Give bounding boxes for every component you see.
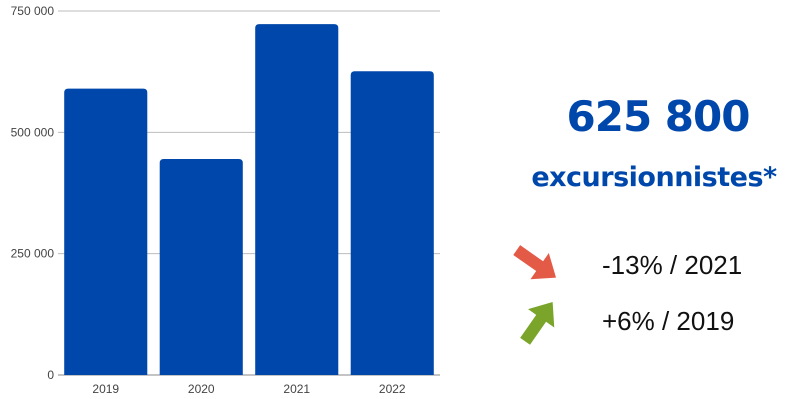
bar-2021	[255, 24, 339, 375]
x-tick-label: 2020	[188, 382, 215, 396]
y-tick-label: 0	[47, 368, 54, 382]
y-axis-ticks: 0 250 000 500 000 750 000	[11, 4, 55, 382]
y-tick-label: 250 000	[11, 247, 55, 261]
bar-2020	[159, 159, 243, 375]
x-tick-label: 2022	[379, 382, 406, 396]
arrow-down-right-icon	[513, 245, 557, 280]
comparison-2021: -13% / 2021	[510, 240, 780, 290]
total-visitors-label: excursionnistes*	[531, 162, 777, 193]
bars	[64, 24, 434, 376]
comparison-2021-text: -13% / 2021	[602, 250, 743, 280]
y-tick-label: 750 000	[11, 4, 55, 18]
bar-2022	[350, 71, 434, 376]
total-visitors-value: 625 800	[566, 92, 751, 141]
x-tick-label: 2019	[92, 382, 119, 396]
x-tick-label: 2021	[283, 382, 310, 396]
comparison-2019-text: +6% / 2019	[602, 306, 735, 336]
comparison-2019: +6% / 2019	[510, 296, 780, 346]
bar-chart: 0 250 000 500 000 750 000 2019 2020 2021 2022	[11, 4, 440, 396]
bar-2019	[64, 88, 148, 376]
x-axis-ticks: 2019 2020 2021 2022	[92, 382, 406, 396]
arrow-up-right-icon	[520, 301, 555, 345]
y-tick-label: 500 000	[11, 125, 55, 139]
